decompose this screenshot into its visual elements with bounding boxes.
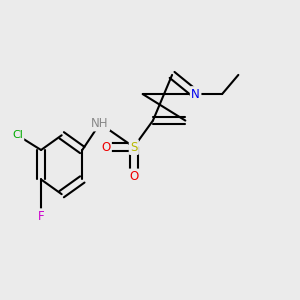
Text: Cl: Cl xyxy=(12,130,23,140)
Text: N: N xyxy=(191,88,200,100)
Text: O: O xyxy=(101,141,110,154)
Text: NH: NH xyxy=(91,117,109,130)
Text: S: S xyxy=(130,141,137,154)
Text: O: O xyxy=(129,170,138,183)
Text: F: F xyxy=(38,210,44,223)
